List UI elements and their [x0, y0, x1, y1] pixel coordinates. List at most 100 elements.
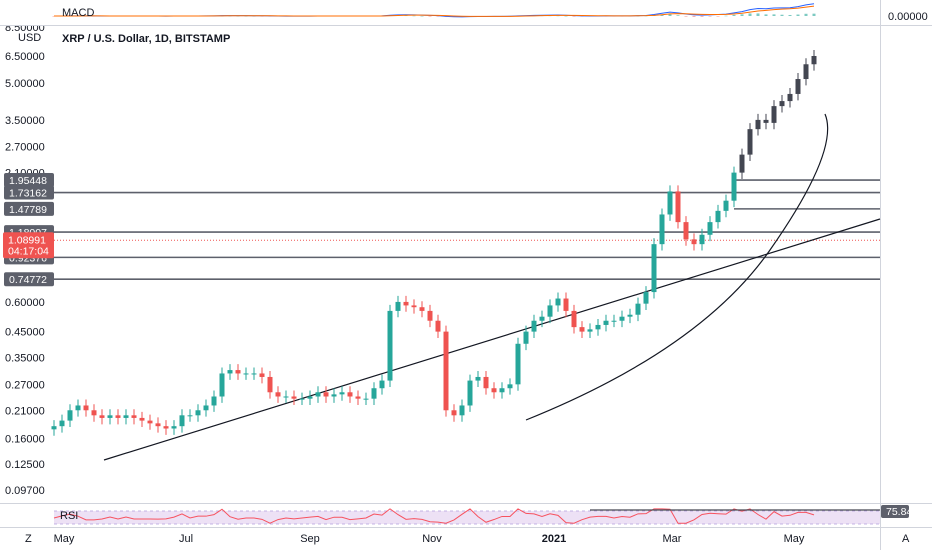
time-tick-label: May [784, 533, 805, 545]
candle-body [132, 415, 137, 418]
candle-body [300, 399, 305, 400]
currency-label: USD [18, 32, 41, 44]
horizontal-levels [54, 180, 880, 279]
candle-body [484, 377, 489, 388]
candle-body [804, 64, 809, 79]
candle-body [108, 415, 113, 418]
price-tick-label: 0.21000 [5, 405, 45, 417]
candle-body [492, 388, 497, 392]
candle-body [780, 101, 785, 106]
candle-body [476, 377, 481, 381]
candle-body [196, 410, 201, 415]
candle-body [788, 94, 793, 101]
symbol-title: XRP / U.S. Dollar, 1D, BITSTAMP [62, 33, 230, 45]
candle-body [684, 222, 689, 239]
macd-histogram-bar [709, 16, 712, 17]
candle-body [668, 191, 673, 214]
level-price-tag-text: 1.95448 [9, 175, 47, 187]
price-tick-label: 5.00000 [5, 78, 45, 90]
candle-body [716, 211, 721, 222]
candle-body [348, 392, 353, 396]
level-price-tag-text: 1.47789 [9, 204, 47, 216]
candle-body [76, 405, 81, 410]
candle-body [812, 56, 817, 64]
candle-body [772, 106, 777, 123]
z-corner-button[interactable]: Z [25, 533, 32, 545]
macd-histogram-bar [725, 16, 728, 17]
candle-body [660, 214, 665, 244]
rsi-label: RSI [60, 510, 78, 522]
candle-body [740, 155, 745, 173]
candle-body [468, 381, 473, 406]
candle-body [140, 418, 145, 421]
candle-body [404, 302, 409, 305]
macd-histogram-bar [813, 14, 816, 16]
candle-body [412, 305, 417, 307]
candle-body [556, 299, 561, 306]
candle-body [564, 299, 569, 311]
macd-histogram-bar [781, 15, 784, 16]
macd-histogram-bar [773, 14, 776, 16]
price-tick-label: 0.60000 [5, 297, 45, 309]
candle-body [156, 423, 161, 426]
price-tick-label: 3.50000 [5, 115, 45, 127]
price-tick-label: 6.50000 [5, 51, 45, 63]
candle-body [52, 426, 57, 429]
candle-body [236, 370, 241, 373]
candle-body [228, 370, 233, 373]
price-tick-label: 0.35000 [5, 353, 45, 365]
candle-body [356, 396, 361, 398]
candle-body [700, 235, 705, 244]
candle-body [124, 415, 129, 418]
level-price-tag-text: 0.74772 [9, 274, 47, 286]
macd-histogram-bar [693, 16, 696, 17]
macd-pane [53, 4, 816, 17]
candle-body [524, 332, 529, 344]
candle-body [764, 120, 769, 123]
candle-body [148, 421, 153, 424]
time-tick-label: May [54, 533, 75, 545]
candle-body [676, 191, 681, 222]
candle-body [532, 321, 537, 332]
candle-body [204, 405, 209, 410]
macd-histogram-bar [741, 14, 744, 16]
macd-histogram-bar [805, 14, 808, 16]
candle-body [596, 325, 601, 329]
auto-scale-button[interactable]: A [902, 533, 910, 545]
macd-histogram-bar [701, 16, 704, 17]
trendlines [104, 114, 880, 460]
candle-body [188, 415, 193, 416]
macd-histogram-bar [685, 16, 688, 17]
candle-body [396, 302, 401, 311]
macd-histogram-bar [413, 16, 416, 17]
candle-body [452, 410, 457, 415]
candle-body [316, 392, 321, 396]
candle-body [172, 426, 177, 428]
macd-label: MACD [62, 7, 94, 19]
macd-histogram-bar [733, 15, 736, 16]
candle-body [756, 120, 761, 129]
price-axis-tags: 1.954481.731621.477891.180070.923760.747… [3, 173, 54, 286]
price-tick-label: 0.27000 [5, 379, 45, 391]
level-price-tag-text: 1.73162 [9, 188, 47, 200]
candle-body [68, 410, 73, 420]
candle-body [220, 373, 225, 396]
candle-body [340, 392, 345, 394]
candle-body [84, 405, 89, 410]
candle-body [548, 305, 553, 316]
candle-body [380, 381, 385, 389]
countdown-text: 04:17:04 [8, 245, 49, 257]
macd-histogram-bar [677, 15, 680, 16]
price-tick-label: 2.70000 [5, 142, 45, 154]
candle-body [260, 373, 265, 376]
candle-body [588, 329, 593, 331]
macd-histogram-bar [429, 16, 432, 17]
candle-body [372, 388, 377, 398]
price-tick-label: 0.09700 [5, 485, 45, 497]
candle-body [60, 421, 65, 427]
candle-body [292, 396, 297, 398]
candle-body [436, 321, 441, 332]
candle-body [732, 173, 737, 201]
